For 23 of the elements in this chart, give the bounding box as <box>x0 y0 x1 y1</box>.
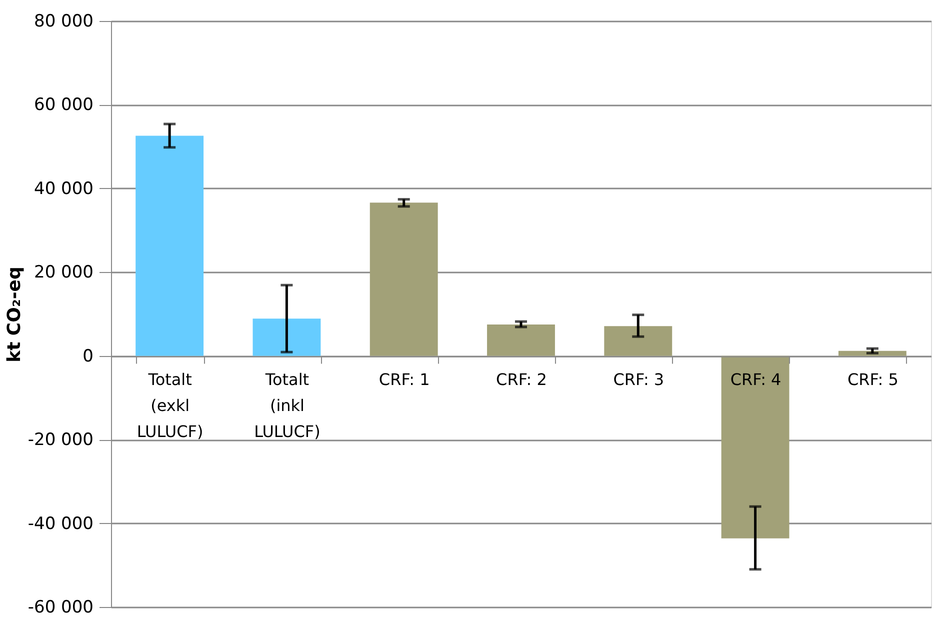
y-tick-label: 40 000 <box>34 178 94 199</box>
bar <box>721 356 790 538</box>
x-tick-label: Totalt (inkl LULUCF) <box>254 370 320 441</box>
y-axis-title: kt CO₂-eq <box>4 266 25 362</box>
bar <box>838 350 906 356</box>
y-tick-label: 80 000 <box>34 12 94 32</box>
y-tick-label: 0 <box>82 346 94 366</box>
y-tick-label: 20 000 <box>34 262 94 283</box>
x-tick-label: CRF: 3 <box>613 370 664 389</box>
bar <box>370 202 438 356</box>
y-tick-label: 60 000 <box>34 95 94 116</box>
x-tick-label: CRF: 5 <box>847 370 898 389</box>
x-tick-label: Totalt (exkl LULUCF) <box>136 370 204 441</box>
y-tick-label: -40 000 <box>28 514 94 534</box>
bar <box>604 326 672 356</box>
bar <box>136 136 204 356</box>
bar <box>252 318 321 356</box>
bar <box>487 324 555 356</box>
x-tick-label: CRF: 4 <box>730 370 782 389</box>
y-tick-label: -20 000 <box>28 430 94 450</box>
y-tick-label: -60 000 <box>28 598 94 617</box>
x-tick-label: CRF: 2 <box>496 370 547 389</box>
x-tick-label: CRF: 1 <box>378 370 430 389</box>
